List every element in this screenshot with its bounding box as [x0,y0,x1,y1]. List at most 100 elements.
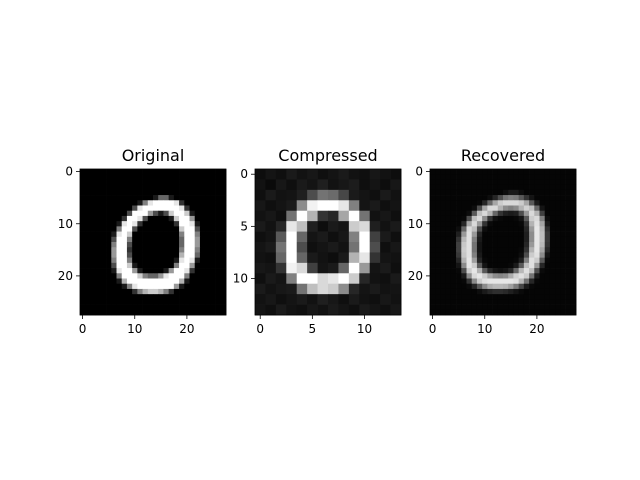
pixel-cell [451,232,457,238]
pixel-cell [513,179,519,185]
pixel-cell [143,179,149,185]
pixel-cell [349,211,360,222]
pixel-cell [550,206,556,212]
pixel-cell [555,258,561,264]
pixel-cell [430,206,436,212]
pixel-cell [158,258,164,264]
pixel-cell [534,185,540,191]
pixel-cell [80,263,86,269]
pixel-cell [472,247,478,253]
pixel-cell [163,273,169,279]
pixel-cell [338,284,349,295]
pixel-cell [545,273,551,279]
pixel-cell [216,195,222,201]
pixel-cell [205,263,211,269]
pixel-cell [519,279,525,285]
pixel-cell [524,169,530,175]
pixel-cell [200,284,206,290]
pixel-cell [519,263,525,269]
pixel-cell [174,258,180,264]
pixel-cell [472,294,478,300]
pixel-cell [318,200,329,211]
pixel-cell [127,268,133,274]
pixel-cell [117,226,123,232]
pixel-cell [90,263,96,269]
pixel-cell [498,242,504,248]
pixel-cell [513,268,519,274]
pixel-cell [153,247,159,253]
pixel-cell [117,232,123,238]
pixel-cell [80,247,86,253]
pixel-cell [328,211,339,222]
pixel-cell [435,232,441,238]
pixel-cell [338,273,349,284]
pixel-cell [550,284,556,290]
pixel-cell [255,211,266,222]
pixel-cell [179,289,185,295]
pixel-cell [338,263,349,274]
pixel-cell [169,247,175,253]
pixel-cell [85,174,91,180]
pixel-cell [456,232,462,238]
pixel-cell [221,273,227,279]
pixel-cell [498,221,504,227]
pixel-cell [545,284,551,290]
pixel-cell [493,268,499,274]
pixel-cell [477,294,483,300]
pixel-cell [560,237,566,243]
pixel-cell [534,305,540,311]
image-original [80,169,226,315]
pixel-cell [435,294,441,300]
pixel-cell [143,252,149,258]
pixel-cell [286,200,297,211]
pixel-cell [205,169,211,175]
pixel-cell [221,305,227,311]
pixel-cell [487,216,493,222]
pixel-cell [477,232,483,238]
pixel-cell [477,174,483,180]
pixel-cell [571,247,577,253]
pixel-cell [158,237,164,243]
pixel-cell [221,200,227,206]
pixel-cell [85,268,91,274]
pixel-cell [195,242,201,248]
pixel-cell [163,216,169,222]
pixel-cell [106,185,112,191]
pixel-cell [513,221,519,227]
pixel-cell [493,221,499,227]
pixel-cell [184,174,190,180]
pixel-cell [169,263,175,269]
pixel-cell [456,211,462,217]
pixel-cell [540,289,546,295]
pixel-cell [519,305,525,311]
pixel-cell [487,252,493,258]
pixel-cell [169,294,175,300]
pixel-cell [148,179,154,185]
pixel-cell [524,226,530,232]
pixel-cell [524,299,530,305]
pixel-cell [529,216,535,222]
pixel-cell [174,174,180,180]
pixel-cell [195,289,201,295]
pixel-cell [461,279,467,285]
pixel-cell [80,268,86,274]
pixel-cell [80,190,86,196]
pixel-cell [498,195,504,201]
pixel-cell [297,252,308,263]
pixel-cell [195,179,201,185]
pixel-cell [560,179,566,185]
pixel-cell [524,252,530,258]
pixel-cell [318,179,329,190]
pixel-cell [487,247,493,253]
pixel-cell [451,268,457,274]
pixel-cell [200,232,206,238]
pixel-cell [451,190,457,196]
pixel-cell [456,263,462,269]
pixel-cell [307,273,318,284]
pixel-cell [174,237,180,243]
pixel-cell [482,200,488,206]
pixel-cell [482,211,488,217]
pixel-cell [456,305,462,311]
pixel-cell [111,195,117,201]
pixel-cell [265,179,276,190]
